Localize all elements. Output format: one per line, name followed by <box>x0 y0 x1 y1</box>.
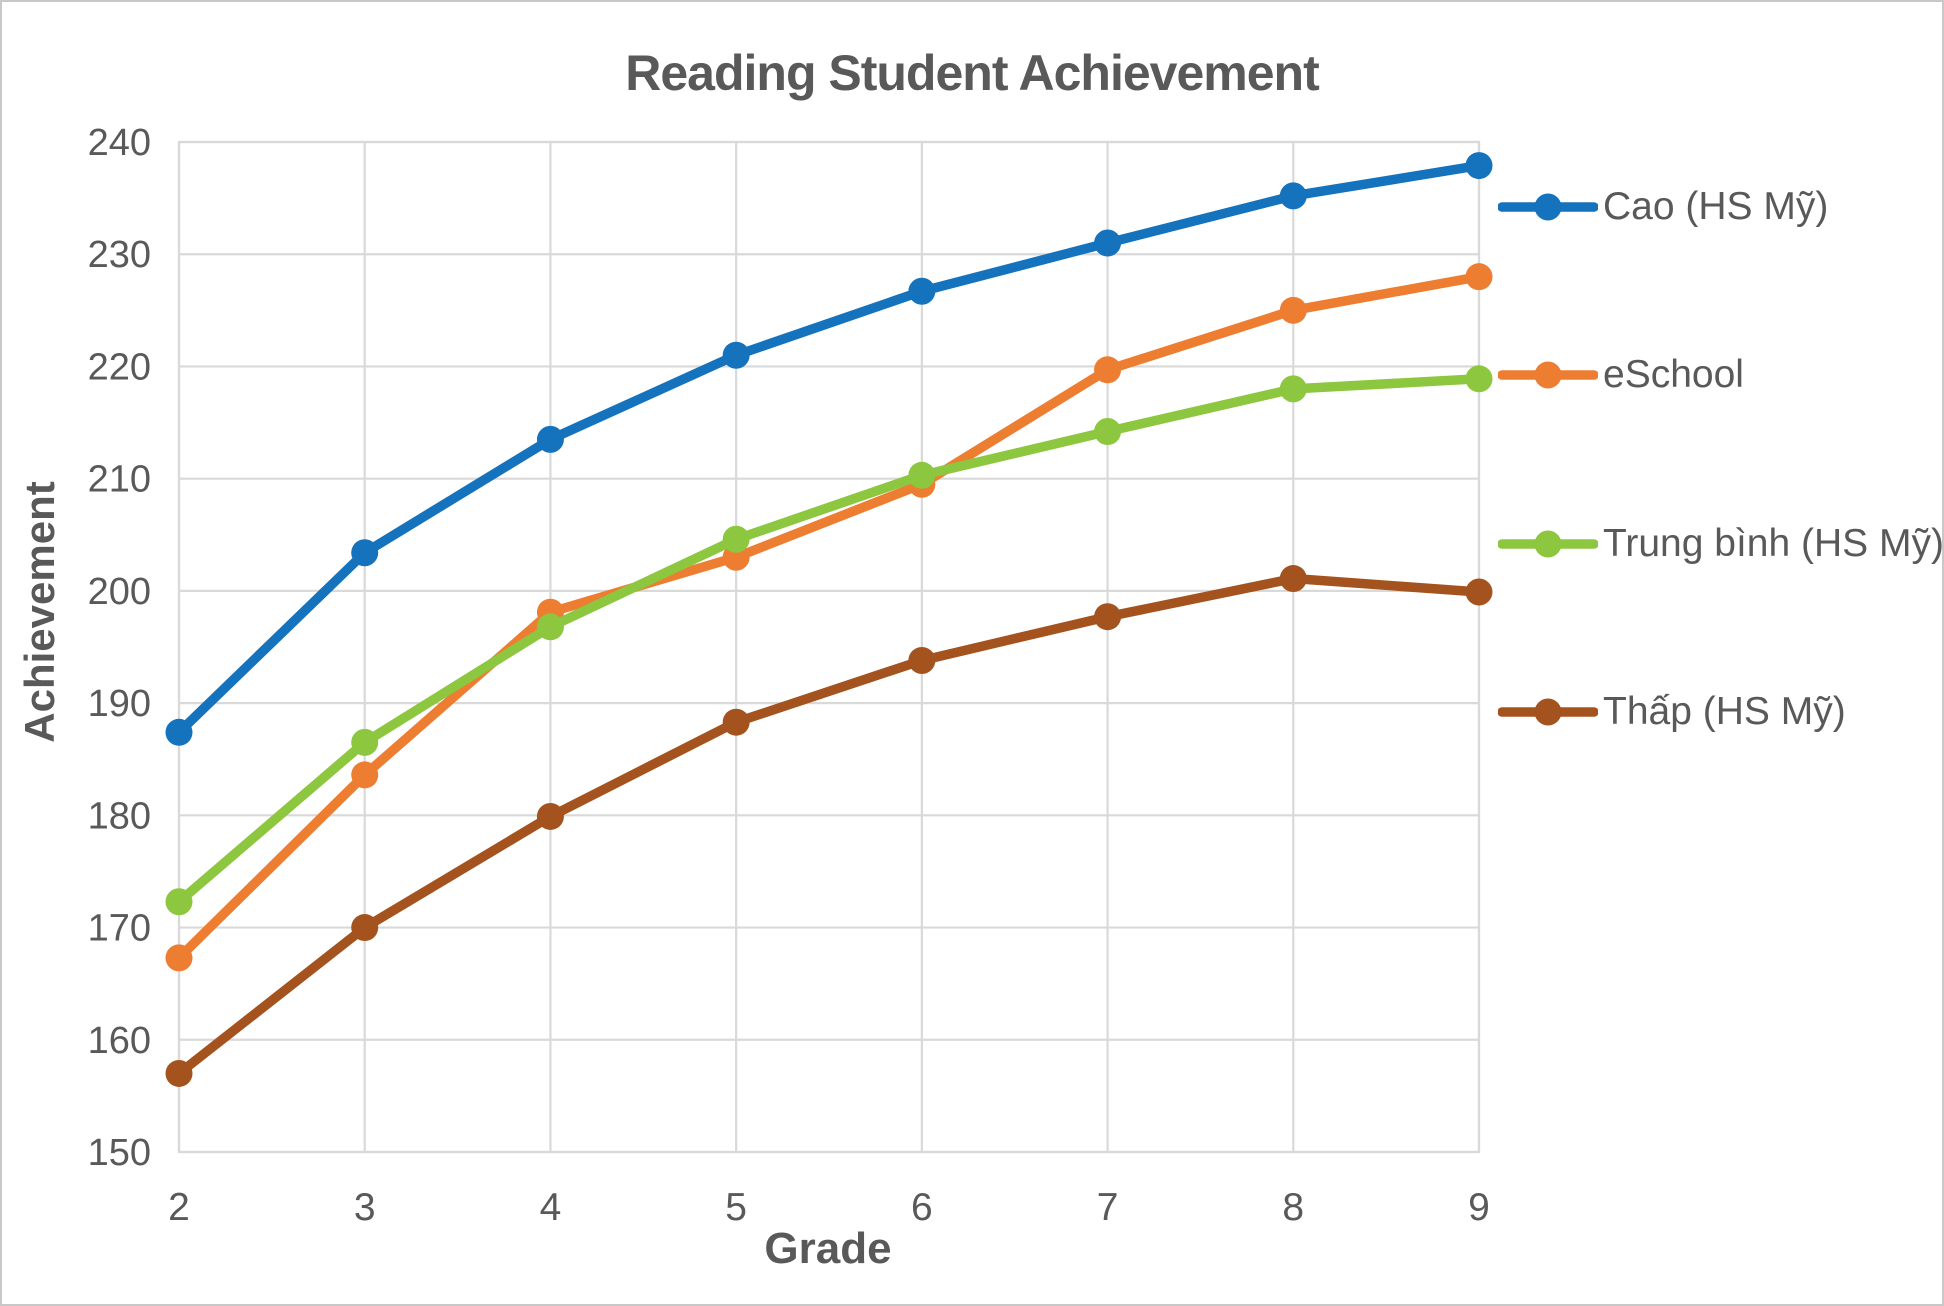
data-point-series-1 <box>1094 356 1122 384</box>
plot-border <box>177 140 1481 1154</box>
data-point-series-1 <box>165 944 193 972</box>
y-tick-label: 150 <box>88 1132 151 1174</box>
y-tick-label: 210 <box>88 459 151 501</box>
series-line-2 <box>174 374 1484 907</box>
data-point-series-1 <box>1279 296 1307 324</box>
y-tick-label: 190 <box>88 683 151 725</box>
y-tick-label: 200 <box>88 571 151 613</box>
x-tick-label: 3 <box>354 1186 376 1229</box>
y-tick-label: 220 <box>88 346 151 388</box>
chart-title: Reading Student Achievement <box>625 45 1319 101</box>
data-point-series-0 <box>722 341 750 369</box>
data-point-series-3 <box>722 708 750 736</box>
x-tick-label: 2 <box>168 1186 190 1229</box>
y-tick-label: 170 <box>88 908 151 950</box>
x-axis-title: Grade <box>764 1224 892 1273</box>
data-point-series-2 <box>722 525 750 553</box>
data-point-series-2 <box>1465 365 1493 393</box>
series-line-1 <box>174 271 1484 963</box>
series-line-3 <box>174 573 1484 1079</box>
y-tick-label: 160 <box>88 1020 151 1062</box>
data-point-series-0 <box>1465 152 1493 180</box>
data-point-series-2 <box>351 728 379 756</box>
data-point-series-3 <box>1465 578 1493 606</box>
x-tick-label: 6 <box>911 1186 933 1229</box>
data-point-series-0 <box>908 277 936 305</box>
data-point-series-2 <box>536 613 564 641</box>
data-point-series-2 <box>908 461 936 489</box>
data-point-series-0 <box>1279 182 1307 210</box>
data-point-series-3 <box>165 1059 193 1087</box>
data-point-series-3 <box>536 802 564 830</box>
y-tick-label: 230 <box>88 234 151 276</box>
x-tick-label: 4 <box>540 1186 562 1229</box>
x-tick-label: 5 <box>725 1186 747 1229</box>
data-point-series-2 <box>1094 418 1122 446</box>
data-point-series-1 <box>1465 263 1493 291</box>
x-tick-label: 7 <box>1097 1186 1119 1229</box>
data-point-series-1 <box>351 761 379 789</box>
data-point-series-0 <box>1094 229 1122 257</box>
series-line-0 <box>174 160 1484 738</box>
y-axis-title: Achievement <box>16 481 63 743</box>
data-point-series-3 <box>908 646 936 674</box>
data-point-series-0 <box>165 718 193 746</box>
data-point-series-2 <box>1279 375 1307 403</box>
data-point-series-0 <box>536 425 564 453</box>
data-point-series-3 <box>351 914 379 942</box>
x-tick-label: 8 <box>1282 1186 1304 1229</box>
y-tick-label: 180 <box>88 795 151 837</box>
y-tick-label: 240 <box>88 122 151 164</box>
data-point-series-0 <box>351 539 379 567</box>
data-point-series-3 <box>1094 603 1122 631</box>
data-point-series-2 <box>165 888 193 916</box>
x-tick-label: 9 <box>1468 1186 1490 1229</box>
data-point-series-3 <box>1279 565 1307 593</box>
